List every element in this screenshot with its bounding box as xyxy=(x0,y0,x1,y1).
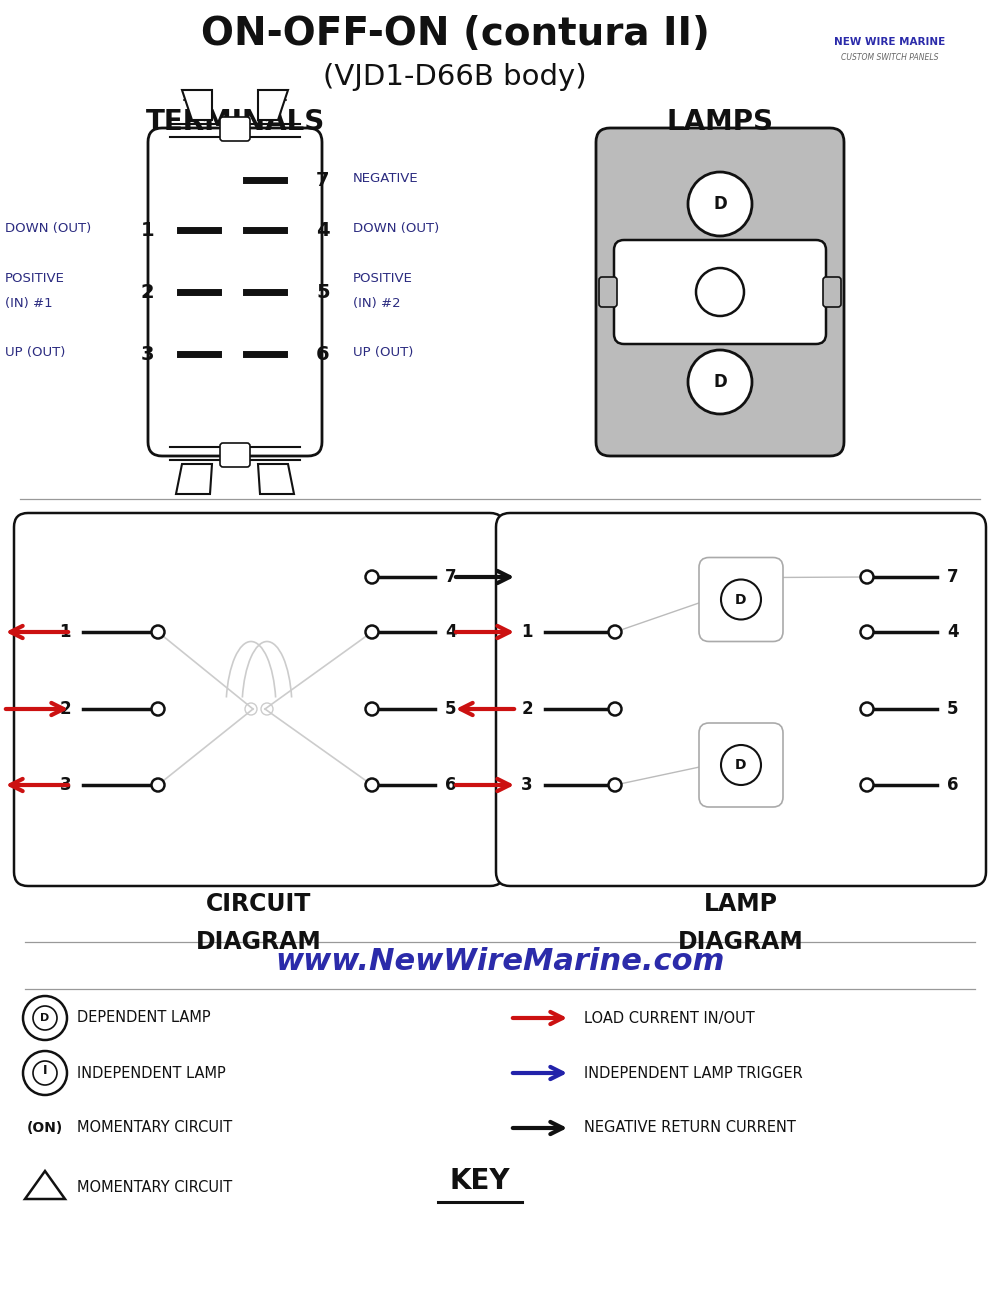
FancyBboxPatch shape xyxy=(220,443,250,467)
Circle shape xyxy=(23,1051,67,1095)
Text: CUSTOM SWITCH PANELS: CUSTOM SWITCH PANELS xyxy=(841,53,939,62)
Text: MOMENTARY CIRCUIT: MOMENTARY CIRCUIT xyxy=(77,1121,232,1136)
Circle shape xyxy=(860,703,874,716)
Text: POSITIVE: POSITIVE xyxy=(353,273,413,286)
Circle shape xyxy=(152,779,164,792)
Circle shape xyxy=(366,779,379,792)
Circle shape xyxy=(33,1061,57,1084)
Text: KEY: KEY xyxy=(450,1167,510,1194)
Text: (ON): (ON) xyxy=(27,1121,63,1135)
Polygon shape xyxy=(258,465,294,494)
FancyBboxPatch shape xyxy=(823,277,841,307)
Text: 3: 3 xyxy=(140,344,154,364)
Text: (IN) #1: (IN) #1 xyxy=(5,298,53,311)
Text: 4: 4 xyxy=(445,622,457,641)
Text: DEPENDENT LAMP: DEPENDENT LAMP xyxy=(77,1011,211,1026)
Text: INDEPENDENT LAMP: INDEPENDENT LAMP xyxy=(77,1065,226,1080)
Text: 1: 1 xyxy=(521,622,533,641)
Text: UP (OUT): UP (OUT) xyxy=(353,345,413,358)
Text: TERMINALS: TERMINALS xyxy=(145,107,325,136)
Text: (IN) #2: (IN) #2 xyxy=(353,298,401,311)
Text: 7: 7 xyxy=(445,568,457,586)
Text: DIAGRAM: DIAGRAM xyxy=(678,930,804,954)
Text: 4: 4 xyxy=(316,220,330,239)
Text: LAMPS: LAMPS xyxy=(666,107,774,136)
Text: DIAGRAM: DIAGRAM xyxy=(196,930,322,954)
Text: CIRCUIT: CIRCUIT xyxy=(206,892,312,916)
Text: MOMENTARY CIRCUIT: MOMENTARY CIRCUIT xyxy=(77,1180,232,1194)
Text: 6: 6 xyxy=(445,776,456,795)
Circle shape xyxy=(23,996,67,1040)
Text: www.NewWireMarine.com: www.NewWireMarine.com xyxy=(275,947,725,977)
FancyBboxPatch shape xyxy=(148,128,322,455)
Text: 7: 7 xyxy=(947,568,959,586)
Text: 5: 5 xyxy=(316,282,330,302)
Text: (VJD1-D66B body): (VJD1-D66B body) xyxy=(323,63,587,91)
Circle shape xyxy=(608,703,622,716)
Text: INDEPENDENT LAMP TRIGGER: INDEPENDENT LAMP TRIGGER xyxy=(584,1065,803,1080)
Text: NEGATIVE: NEGATIVE xyxy=(353,172,419,185)
Circle shape xyxy=(860,571,874,584)
Text: 2: 2 xyxy=(59,700,71,718)
FancyBboxPatch shape xyxy=(496,512,986,886)
Text: 2: 2 xyxy=(521,700,533,718)
Circle shape xyxy=(860,779,874,792)
Text: 3: 3 xyxy=(521,776,533,795)
Polygon shape xyxy=(258,91,288,120)
FancyBboxPatch shape xyxy=(699,723,783,807)
Circle shape xyxy=(366,703,379,716)
Text: DOWN (OUT): DOWN (OUT) xyxy=(353,221,439,234)
Circle shape xyxy=(860,625,874,638)
Circle shape xyxy=(721,580,761,620)
Circle shape xyxy=(152,703,164,716)
Text: 3: 3 xyxy=(59,776,71,795)
Circle shape xyxy=(33,1005,57,1030)
Circle shape xyxy=(152,625,164,638)
Text: 7: 7 xyxy=(316,171,330,189)
Text: D: D xyxy=(40,1013,50,1024)
Circle shape xyxy=(608,625,622,638)
Text: 6: 6 xyxy=(947,776,958,795)
Text: 2: 2 xyxy=(140,282,154,302)
Circle shape xyxy=(696,268,744,316)
Text: D: D xyxy=(713,195,727,214)
Text: 5: 5 xyxy=(445,700,456,718)
Text: LAMP: LAMP xyxy=(704,892,778,916)
Text: 4: 4 xyxy=(947,622,959,641)
Text: DOWN (OUT): DOWN (OUT) xyxy=(5,221,91,234)
FancyBboxPatch shape xyxy=(596,128,844,455)
Circle shape xyxy=(366,571,379,584)
Text: 5: 5 xyxy=(947,700,958,718)
Circle shape xyxy=(366,625,379,638)
Text: 1: 1 xyxy=(60,622,71,641)
Polygon shape xyxy=(25,1171,65,1200)
Text: POSITIVE: POSITIVE xyxy=(5,273,65,286)
Text: NEGATIVE RETURN CURRENT: NEGATIVE RETURN CURRENT xyxy=(584,1121,796,1136)
Text: D: D xyxy=(735,593,747,607)
Text: NEW WIRE MARINE: NEW WIRE MARINE xyxy=(834,38,946,47)
Text: 1: 1 xyxy=(140,220,154,239)
Text: 6: 6 xyxy=(316,344,330,364)
Circle shape xyxy=(608,779,622,792)
Polygon shape xyxy=(176,465,212,494)
Text: I: I xyxy=(43,1064,47,1077)
Circle shape xyxy=(688,349,752,414)
Circle shape xyxy=(688,172,752,236)
Text: UP (OUT): UP (OUT) xyxy=(5,345,65,358)
Text: ON-OFF-ON (contura II): ON-OFF-ON (contura II) xyxy=(201,16,709,53)
FancyBboxPatch shape xyxy=(699,558,783,642)
FancyBboxPatch shape xyxy=(614,239,826,344)
Text: D: D xyxy=(735,758,747,773)
FancyBboxPatch shape xyxy=(599,277,617,307)
FancyBboxPatch shape xyxy=(14,512,504,886)
Text: D: D xyxy=(713,373,727,391)
Text: LOAD CURRENT IN/OUT: LOAD CURRENT IN/OUT xyxy=(584,1011,755,1026)
Polygon shape xyxy=(182,91,212,120)
FancyBboxPatch shape xyxy=(220,116,250,141)
Circle shape xyxy=(721,745,761,785)
